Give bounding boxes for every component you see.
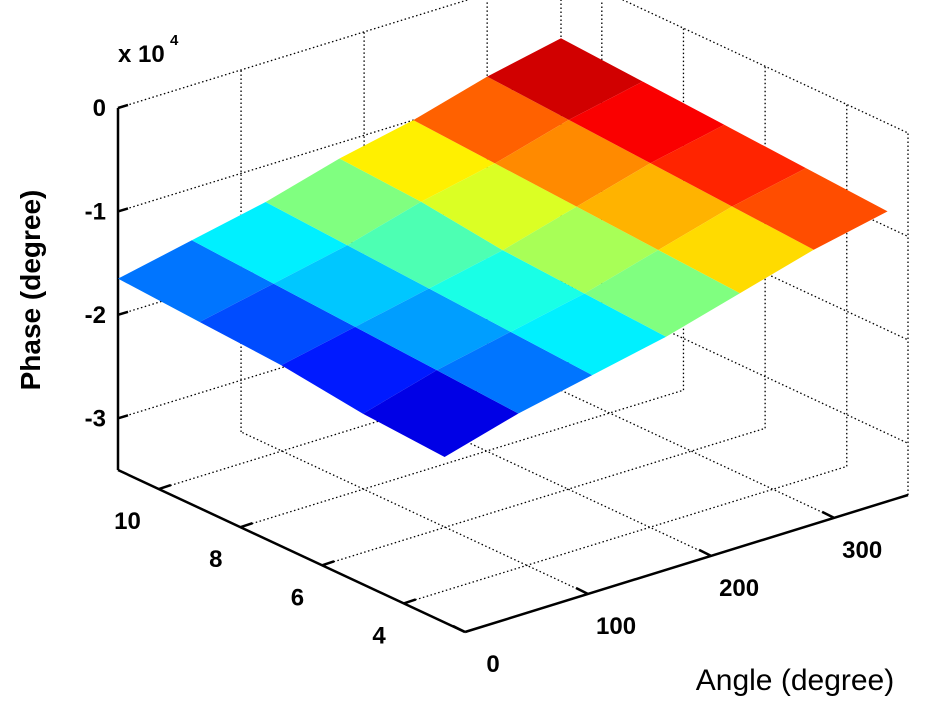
y-tick-label: 6 — [291, 584, 304, 611]
grid-line — [240, 389, 684, 528]
grid-line — [117, 280, 562, 419]
grid-line — [240, 431, 589, 595]
surface-patch — [494, 119, 651, 207]
grid-line — [117, 73, 562, 213]
x-tick-label: 200 — [719, 575, 759, 602]
surface-patch — [362, 370, 519, 457]
z-tick — [117, 310, 129, 317]
surface-patch — [265, 158, 422, 246]
surface-patch — [436, 331, 593, 414]
z-tick-label: -3 — [85, 405, 106, 432]
z-tick — [117, 414, 129, 420]
x-tick-label: 300 — [842, 537, 882, 564]
surface-patch — [347, 201, 503, 289]
surface-patch — [281, 326, 437, 414]
surface-patch — [650, 124, 806, 207]
surface-patch — [118, 240, 274, 322]
surface-patch — [732, 168, 888, 250]
surface-patch — [413, 76, 569, 164]
z-scale-base: x 10 — [118, 41, 165, 68]
x-tick-label: 100 — [596, 613, 636, 640]
z-axis-label: Phase (degree) — [15, 190, 46, 391]
surface-patch — [421, 163, 577, 251]
surface-patch — [568, 81, 725, 164]
z-tick-label: -1 — [85, 198, 106, 225]
z-scale-power: 4 — [170, 32, 179, 49]
grid-line — [158, 351, 603, 490]
surface-patch — [502, 206, 659, 294]
x-tick — [452, 624, 466, 634]
surface-patch — [428, 250, 585, 332]
surface-patch — [510, 293, 667, 376]
surface-patch — [355, 288, 511, 371]
z-tick-label: -2 — [85, 302, 106, 329]
y-axis — [117, 468, 466, 634]
surface-patch — [576, 163, 733, 250]
z-tick-label: 0 — [93, 95, 106, 122]
z-tick — [117, 103, 129, 110]
grid-line — [321, 427, 766, 566]
surface-patch — [199, 283, 356, 366]
y-tick-label: 8 — [209, 546, 222, 573]
surface-patch — [339, 120, 495, 202]
surface-patch — [273, 245, 429, 327]
y-tick — [158, 483, 172, 491]
surface-patch — [658, 206, 814, 294]
x-tick-label: 0 — [486, 651, 499, 678]
surface-patch — [191, 201, 348, 284]
x-axis-label: Angle (degree) — [696, 664, 894, 697]
y-tick — [403, 598, 417, 605]
surface-patch — [584, 249, 740, 337]
x-tick — [698, 548, 712, 558]
z-tick — [117, 207, 129, 213]
x-tick — [821, 510, 835, 519]
grid-line — [403, 465, 847, 605]
x-tick — [575, 586, 589, 596]
y-tick — [240, 521, 253, 529]
surface-patch — [487, 38, 643, 120]
y-tick — [321, 560, 335, 567]
y-tick-label: 4 — [372, 622, 386, 649]
y-tick-label: 10 — [114, 508, 141, 535]
grid-line — [117, 0, 470, 109]
